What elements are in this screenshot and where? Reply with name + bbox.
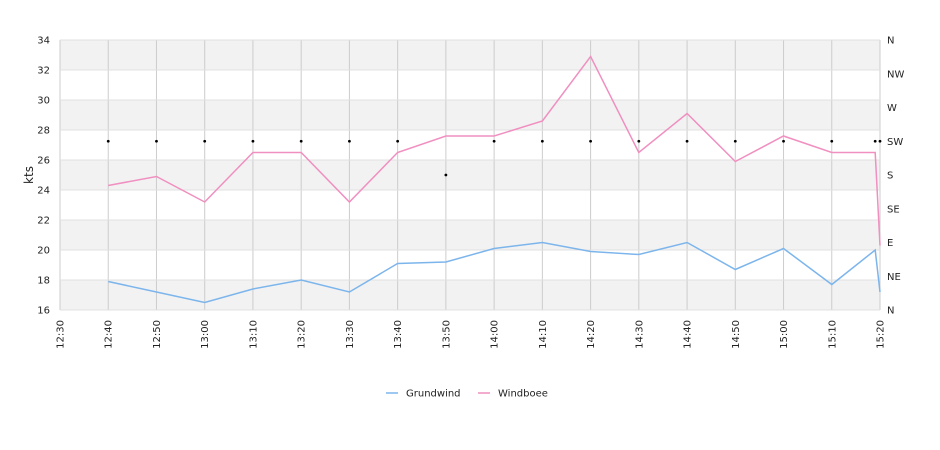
right-axis-tick-label: S <box>887 171 893 182</box>
right-axis-tick-label: N <box>887 36 894 47</box>
right-axis-tick-label: SW <box>887 137 903 148</box>
direction-point <box>873 139 877 143</box>
direction-point <box>492 139 496 143</box>
x-tick-label: 12:40 <box>104 320 115 349</box>
y-tick-label: 32 <box>37 66 50 77</box>
right-axis-tick-label: NW <box>887 69 904 80</box>
direction-point <box>299 139 303 143</box>
y-tick-labels: 16 18 20 22 24 26 28 30 32 34 <box>37 36 50 317</box>
direction-point <box>348 139 351 143</box>
y-tick-label: 18 <box>37 276 50 287</box>
direction-markers <box>106 139 882 177</box>
y-tick-label: 22 <box>37 216 50 227</box>
x-tick-label: 15:20 <box>876 320 887 349</box>
right-axis-tick-label: SE <box>887 204 900 215</box>
direction-point <box>540 139 544 143</box>
series-line-windboee <box>108 55 881 246</box>
y-gridlines <box>60 39 880 311</box>
right-axis-tick-label: E <box>887 238 893 249</box>
plot-band <box>60 280 880 310</box>
y-axis-label: kts <box>22 166 36 184</box>
y-tick-label: 34 <box>37 36 50 47</box>
x-tick-label: 14:50 <box>731 320 742 349</box>
x-tick-labels: 12:30 12:40 12:50 13:00 13:10 13:20 13:30 13:40… <box>56 320 887 349</box>
x-tick-label: 12:30 <box>56 320 67 349</box>
y-tick-label: 16 <box>37 306 50 317</box>
right-axis-tick-label: NE <box>887 272 901 283</box>
direction-point <box>444 173 448 177</box>
direction-point <box>589 139 592 143</box>
right-axis-tick-label: N <box>887 306 894 317</box>
direction-point <box>782 139 785 143</box>
direction-point <box>830 139 834 143</box>
x-tick-label: 14:20 <box>586 320 597 349</box>
right-axis-tick-labels: N NE E SE S SW W NW N <box>887 36 904 317</box>
direction-point <box>878 139 882 143</box>
legend: Grundwind Windboee <box>386 389 548 400</box>
x-tick-label: 13:20 <box>297 320 308 349</box>
x-gridlines <box>59 40 881 310</box>
x-tick-label: 14:40 <box>683 320 694 349</box>
direction-point <box>396 139 400 143</box>
legend-label-windboee: Windboee <box>498 389 548 400</box>
x-tick-label: 13:40 <box>393 320 404 349</box>
y-tick-label: 30 <box>37 96 50 107</box>
y-tick-label: 20 <box>37 246 50 257</box>
plot-band <box>60 160 880 190</box>
direction-point <box>637 139 641 143</box>
series-line-grundwind <box>108 241 881 304</box>
y-tick-label: 24 <box>37 186 50 197</box>
x-tick-label: 15:00 <box>779 320 790 349</box>
x-tick-label: 12:50 <box>152 320 163 349</box>
direction-point <box>733 139 737 143</box>
legend-label-grundwind: Grundwind <box>406 389 461 400</box>
y-tick-label: 26 <box>37 156 50 167</box>
x-tick-label: 13:00 <box>200 320 211 349</box>
direction-point <box>106 139 110 143</box>
direction-point <box>203 139 207 143</box>
x-tick-label: 14:10 <box>538 320 549 349</box>
x-tick-label: 13:50 <box>441 320 452 349</box>
direction-point <box>685 139 689 143</box>
direction-point <box>251 139 255 143</box>
x-tick-label: 15:10 <box>827 320 838 349</box>
plot-bands <box>60 40 880 310</box>
x-tick-label: 13:10 <box>248 320 259 349</box>
plot-band <box>60 40 880 70</box>
series-lines <box>108 55 881 304</box>
plot-band <box>60 100 880 130</box>
x-tick-label: 14:00 <box>490 320 501 349</box>
right-axis-tick-label: W <box>887 103 897 114</box>
y-tick-label: 28 <box>37 126 50 137</box>
x-tick-label: 14:30 <box>634 320 645 349</box>
plot-band <box>60 220 880 250</box>
direction-point <box>155 139 158 143</box>
x-tick-label: 13:30 <box>345 320 356 349</box>
